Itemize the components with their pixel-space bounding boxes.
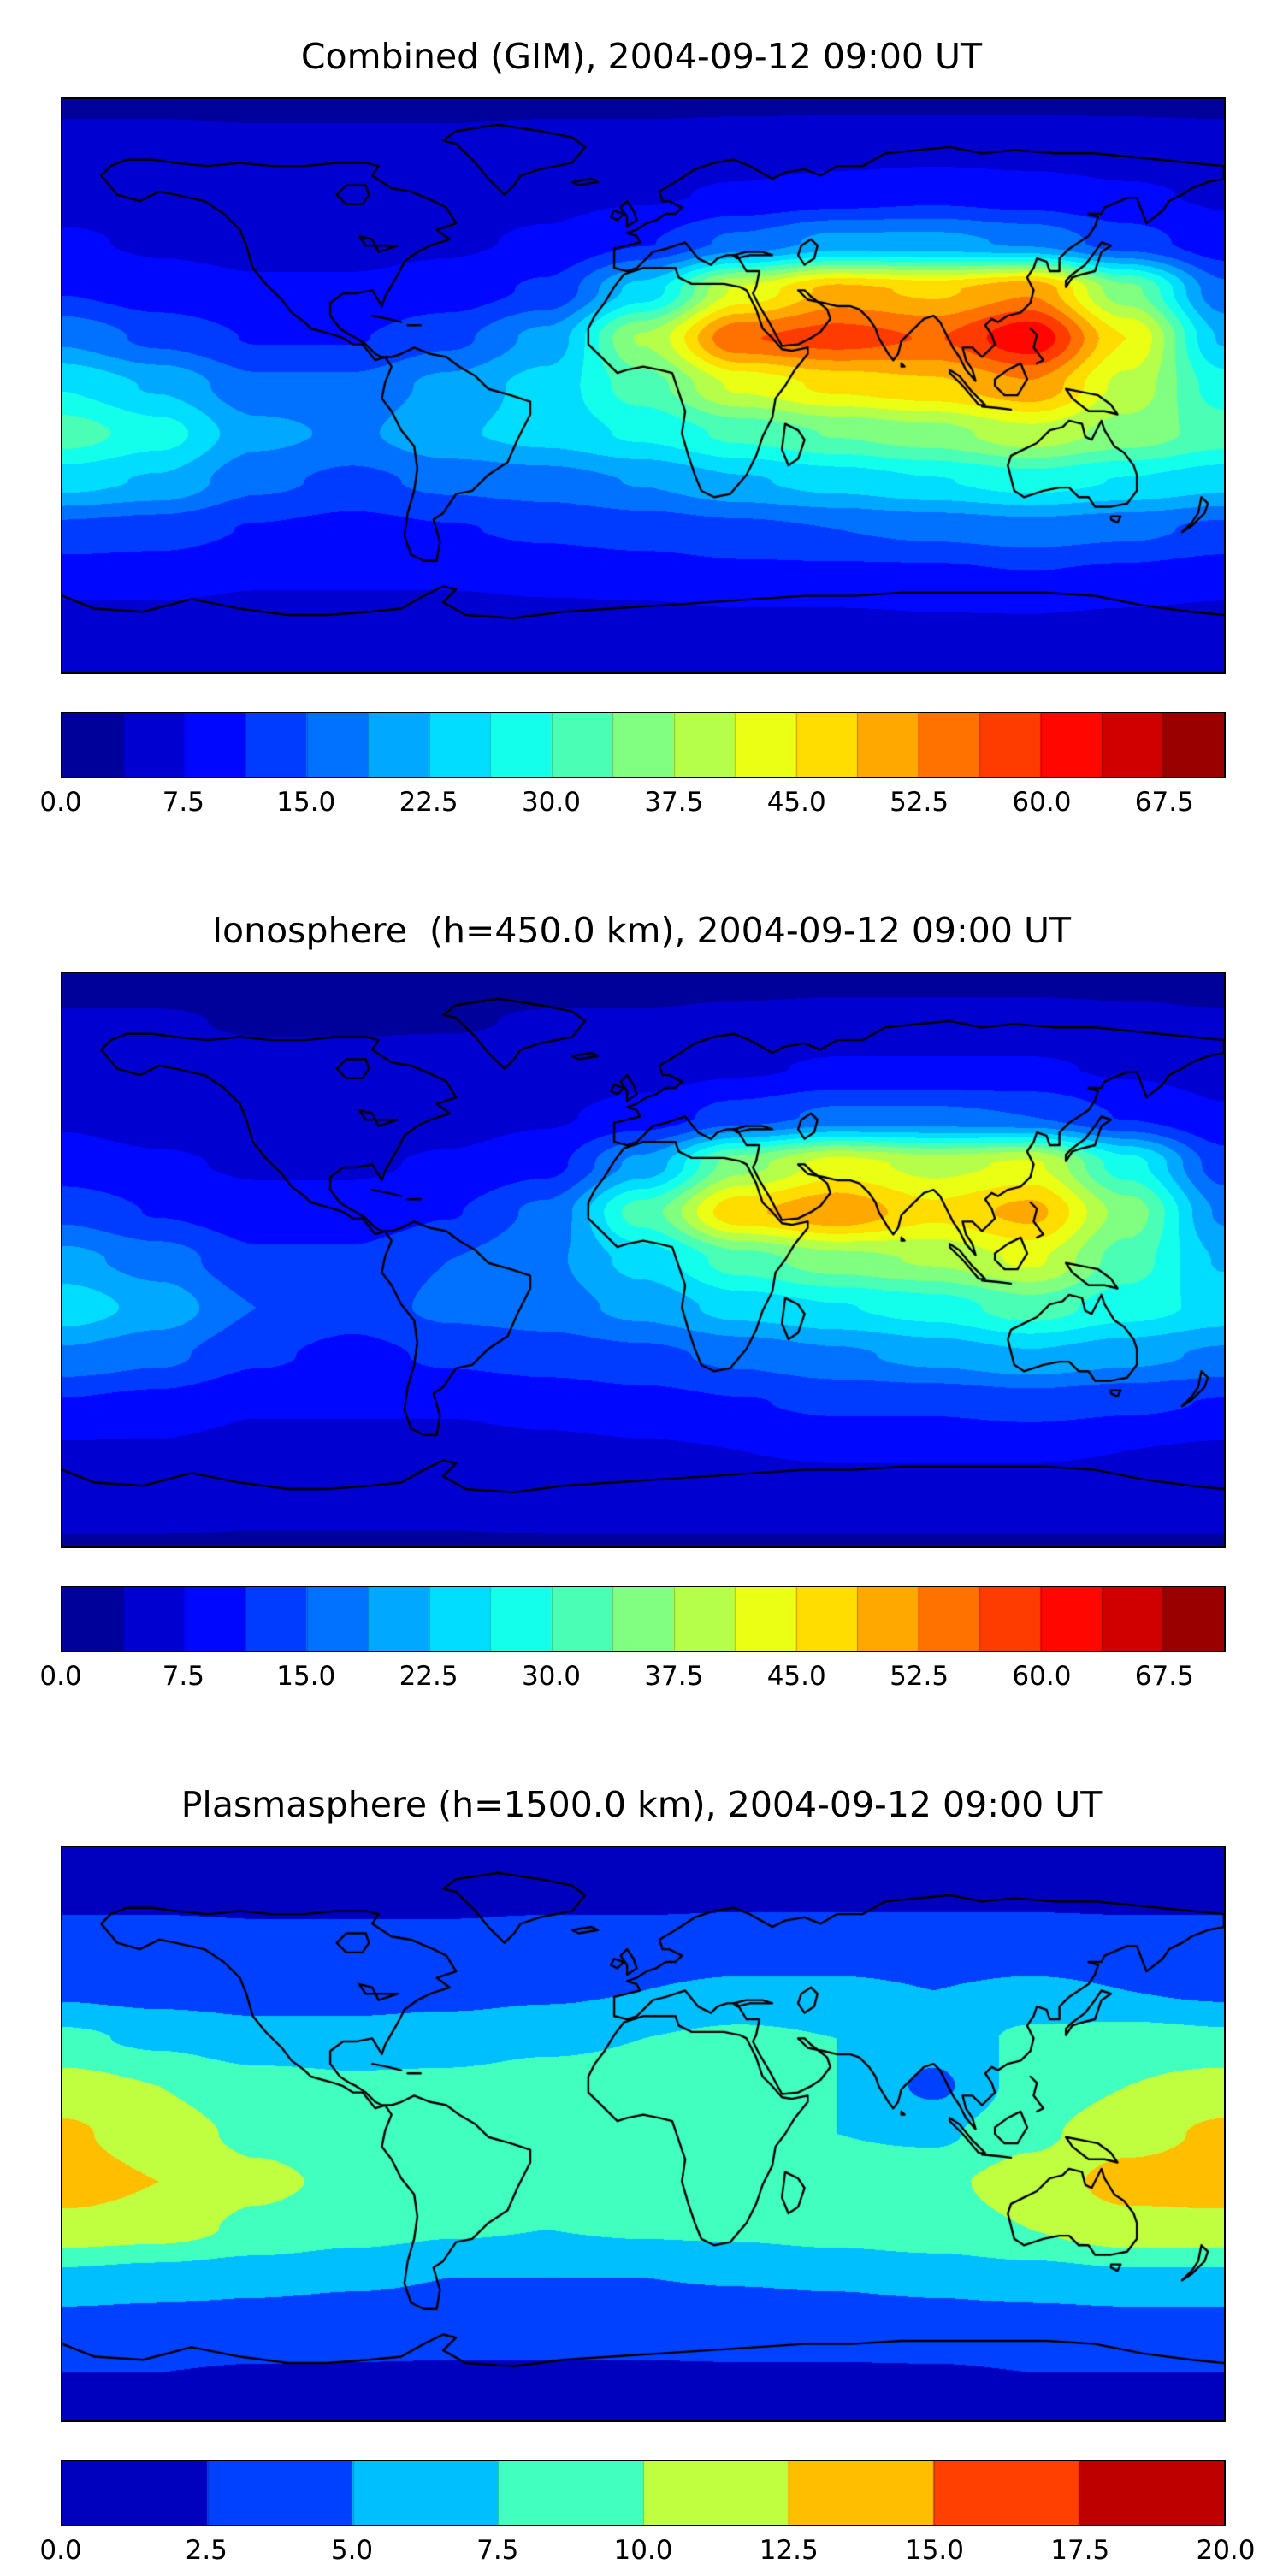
colorbar-tick-label: 17.5 [1050,2535,1110,2566]
colorbar-tick-label: 15.0 [276,1661,336,1692]
colorbar-canvas-plasmasphere [61,2460,1226,2526]
colorbar-tick-label: 45.0 [766,1661,826,1692]
colorbar-tick-label: 60.0 [1012,1661,1072,1692]
colorbar-tick-label: 52.5 [890,787,949,818]
map-frame-ionosphere [61,972,1226,1548]
colorbar-tick-label: 0.0 [39,787,82,818]
colorbar-tick-label: 30.0 [521,787,581,818]
colorbar-canvas-ionosphere [61,1586,1226,1652]
colorbar-tick-label: 37.5 [644,787,704,818]
colorbar-tick-label: 7.5 [162,787,205,818]
figure-title-ionosphere: Ionosphere (h=450.0 km), 2004-09-12 09:0… [211,910,1072,951]
colorbar-tick-label: 67.5 [1134,1661,1194,1692]
colorbar-tick-label: 37.5 [644,1661,704,1692]
colorbar-canvas-combined [61,712,1226,778]
colorbar-tick-label: 52.5 [890,1661,949,1692]
map-canvas-ionosphere [61,972,1226,1548]
colorbar-wrap-plasmasphere: 0.0 2.5 5.0 7.5 10.0 12.5 15.0 17.5 20.0 [39,2460,1256,2576]
colorbar-tick-label: 60.0 [1012,787,1072,818]
figure-title-combined: Combined (GIM), 2004-09-12 09:00 UT [300,36,983,77]
map-frame-plasmasphere [61,1846,1226,2422]
colorbar-wrap-ionosphere: 0.0 7.5 15.0 22.5 30.0 37.5 45.0 52.5 60.0 67.5 [39,1586,1226,1702]
colorbar-wrap-combined: 0.0 7.5 15.0 22.5 30.0 37.5 45.0 52.5 60.0 67.5 [39,712,1226,828]
colorbar-tick-label: 22.5 [399,787,458,818]
colorbar-tick-label: 12.5 [759,2535,819,2566]
colorbar-ticks-ionosphere: 0.0 7.5 15.0 22.5 30.0 37.5 45.0 52.5 60.0 67.5 [39,1659,1226,1702]
colorbar-tick-label: 7.5 [162,1661,205,1692]
colorbar-tick-label: 5.0 [330,2535,374,2566]
map-frame-combined [61,97,1226,674]
colorbar-ticks-plasmasphere: 0.0 2.5 5.0 7.5 10.0 12.5 15.0 17.5 20.0 [39,2533,1255,2576]
colorbar-tick-label: 30.0 [521,1661,581,1692]
colorbar-tick-label: 67.5 [1134,787,1194,818]
colorbar-tick-label: 20.0 [1196,2535,1256,2566]
colorbar-tick-label: 15.0 [276,787,336,818]
figure-title-plasmasphere: Plasmasphere (h=1500.0 km), 2004-09-12 0… [180,1784,1103,1825]
colorbar-tick-label: 15.0 [904,2535,965,2566]
colorbar-tick-label: 22.5 [399,1661,458,1692]
colorbar-ticks-combined: 0.0 7.5 15.0 22.5 30.0 37.5 45.0 52.5 60.0 67.5 [39,785,1226,828]
figure-plasmasphere: Plasmasphere (h=1500.0 km), 2004-09-12 0… [0,1784,1283,2576]
colorbar-tick-label: 0.0 [39,1661,82,1692]
colorbar-tick-label: 10.0 [613,2535,673,2566]
colorbar-tick-label: 7.5 [476,2535,519,2566]
figure-combined-gim: Combined (GIM), 2004-09-12 09:00 UT 0.0 7… [0,36,1283,828]
colorbar-tick-label: 45.0 [766,787,826,818]
colorbar-tick-label: 2.5 [185,2535,228,2566]
figure-ionosphere: Ionosphere (h=450.0 km), 2004-09-12 09:0… [0,910,1283,1702]
map-canvas-combined [61,97,1226,674]
map-canvas-plasmasphere [61,1846,1226,2422]
colorbar-tick-label: 0.0 [39,2535,82,2566]
